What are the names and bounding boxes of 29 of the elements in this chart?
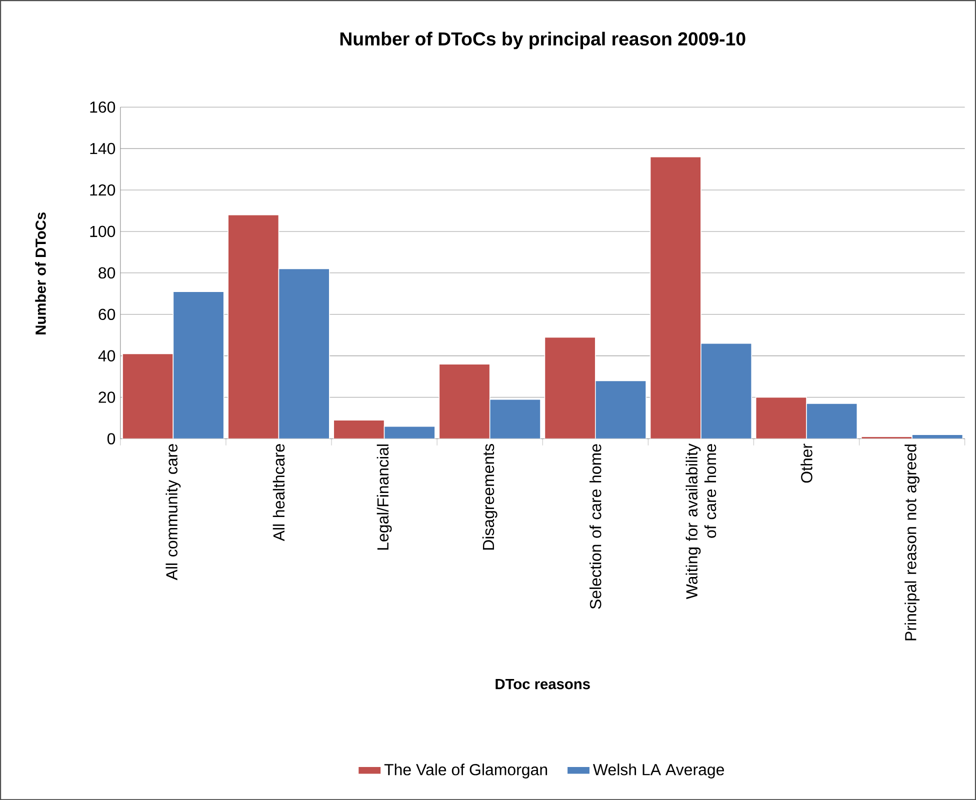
x-tick-label: Waiting for availability of care home [686,443,716,600]
y-tick-label: 20 [98,392,116,403]
y-axis-title: Number of DToCs [35,212,46,334]
chart-title: Number of DToCs by principal reason 2009-10 [340,32,746,50]
y-tick-label: 60 [98,308,116,320]
y-tick-label: 120 [90,184,116,196]
bar [384,426,435,439]
bar [172,291,224,439]
x-axis-title: DToc reasons [496,678,590,690]
y-tick-label: 140 [90,142,116,154]
bar [278,268,330,439]
bar [594,380,646,439]
bar [806,403,858,439]
x-tick-label: Other [800,444,812,483]
x-tick-label: Disagreements [482,444,498,550]
legend-label: Welsh LA Average [593,763,724,778]
y-tick-label: 80 [98,267,116,278]
y-tick-label: 160 [90,101,116,113]
x-tick-label: Selection of care home [590,444,602,609]
x-tick-label: Legal/Financial [376,444,392,550]
y-tick-label: 0 [107,432,116,444]
y-tick-label: 40 [98,350,116,362]
x-tick-label: All community care [166,444,181,580]
x-tick-label: All healthcare [272,444,285,542]
x-tick-label: Principal reason not agreed [904,444,920,640]
bar [489,398,541,439]
legend-label: The Vale of Glamorgan [384,763,548,778]
y-tick-label: 100 [90,226,116,238]
bar [700,342,752,439]
